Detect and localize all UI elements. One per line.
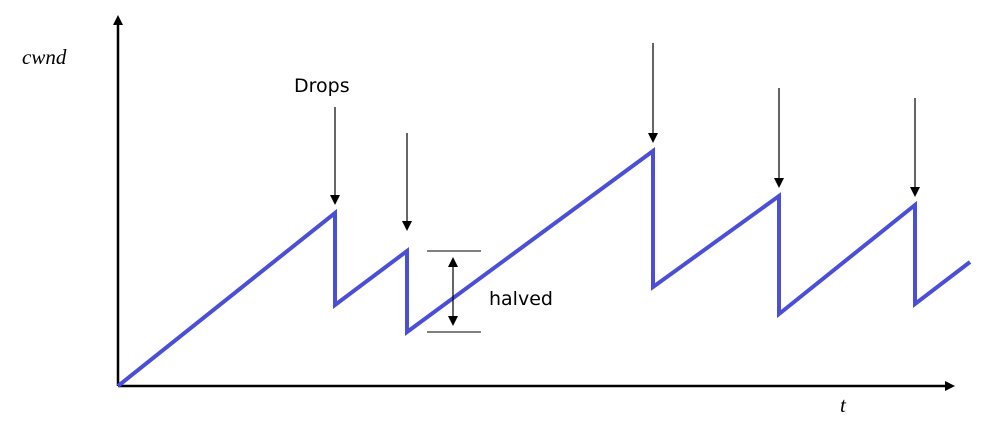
cwnd-sawtooth-line <box>116 147 972 388</box>
x-axis-label: t <box>840 393 847 417</box>
y-axis-label: cwnd <box>22 45 67 69</box>
halved-label: halved <box>489 288 553 310</box>
drops-label: Drops <box>294 75 350 97</box>
